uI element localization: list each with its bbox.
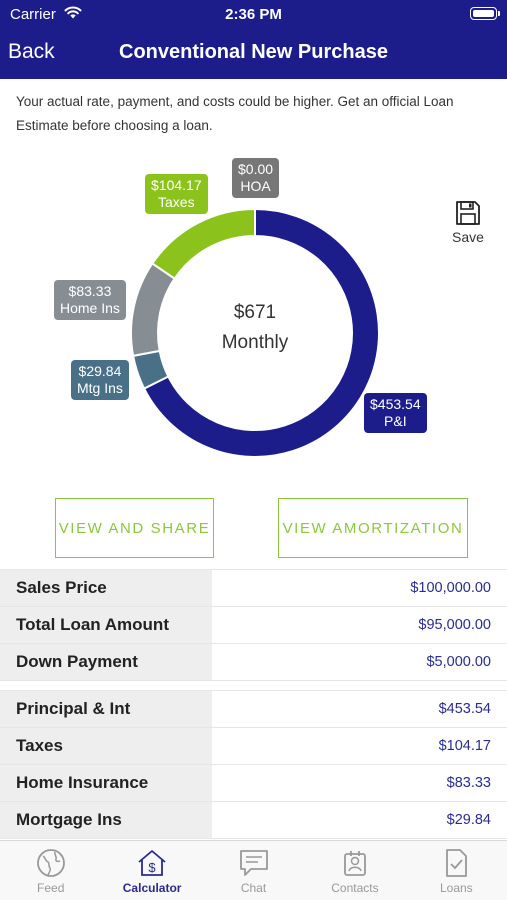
callout-hoa: $0.00 HOA bbox=[232, 158, 280, 198]
table-row: Total Loan Amount $95,000.00 bbox=[0, 607, 507, 644]
page-title: Conventional New Purchase bbox=[119, 41, 388, 63]
callout-hoa-name: HOA bbox=[240, 178, 271, 194]
callout-home-ins: $83.33 Home Ins bbox=[54, 280, 126, 320]
tab-chat[interactable]: Chat bbox=[203, 841, 304, 900]
tab-loans-label: Loans bbox=[439, 881, 473, 895]
callout-home-ins-value: $83.33 bbox=[68, 283, 112, 299]
payment-breakdown-chart: $0.00 HOA $104.17 Taxes $83.33 Home Ins … bbox=[0, 150, 507, 480]
loan-summary-table: Sales Price $100,000.00 Total Loan Amoun… bbox=[0, 569, 507, 839]
row-value: $5,000.00 bbox=[426, 654, 491, 670]
back-button[interactable]: Back bbox=[8, 40, 55, 63]
callout-hoa-value: $0.00 bbox=[238, 161, 274, 177]
chat-icon bbox=[239, 850, 268, 876]
row-value: $83.33 bbox=[446, 775, 491, 791]
chart-center-value: $671 bbox=[233, 302, 277, 323]
row-value: $453.54 bbox=[438, 701, 491, 717]
tab-loans[interactable]: Loans bbox=[406, 841, 507, 900]
row-label: Principal & Int bbox=[0, 691, 212, 727]
svg-text:$: $ bbox=[148, 860, 156, 875]
callout-pi-value: $453.54 bbox=[370, 396, 421, 412]
status-bar: Carrier 2:36 PM bbox=[0, 0, 507, 28]
disclaimer-text: Your actual rate, payment, and costs cou… bbox=[16, 94, 454, 133]
tab-bar: Feed $ Calculator Chat Contacts bbox=[0, 840, 507, 900]
table-row: Home Insurance $83.33 bbox=[0, 765, 507, 802]
row-label: Total Loan Amount bbox=[0, 607, 212, 643]
table-row: Down Payment $5,000.00 bbox=[0, 644, 507, 681]
row-value: $100,000.00 bbox=[410, 580, 491, 596]
callout-taxes-name: Taxes bbox=[158, 194, 195, 210]
row-value: $29.84 bbox=[446, 812, 491, 828]
callout-home-ins-name: Home Ins bbox=[60, 300, 120, 316]
callout-pi-name: P&I bbox=[384, 413, 407, 429]
row-value: $95,000.00 bbox=[418, 617, 491, 633]
save-button[interactable]: Save bbox=[448, 200, 488, 245]
table-row: Sales Price $100,000.00 bbox=[0, 570, 507, 607]
callout-mtg-ins: $29.84 Mtg Ins bbox=[71, 360, 129, 400]
row-label: Down Payment bbox=[0, 644, 212, 680]
table-row: Principal & Int $453.54 bbox=[0, 691, 507, 728]
callout-mtg-ins-value: $29.84 bbox=[78, 363, 122, 379]
row-label: Sales Price bbox=[0, 570, 212, 606]
slice-p-i bbox=[142, 207, 380, 458]
tab-calculator-label: Calculator bbox=[122, 881, 182, 895]
carrier-label: Carrier bbox=[10, 6, 56, 23]
row-label: Home Insurance bbox=[0, 765, 212, 801]
view-and-share-button[interactable]: VIEW AND SHARE bbox=[55, 498, 214, 558]
callout-taxes: $104.17 Taxes bbox=[145, 174, 208, 214]
row-label: Mortgage Ins bbox=[0, 802, 212, 838]
save-icon bbox=[456, 201, 480, 225]
status-time: 2:36 PM bbox=[225, 6, 282, 23]
callout-taxes-value: $104.17 bbox=[151, 177, 202, 193]
callout-mtg-ins-name: Mtg Ins bbox=[77, 380, 123, 396]
battery-icon bbox=[470, 7, 500, 20]
save-label: Save bbox=[452, 229, 484, 245]
app-header: Carrier 2:36 PM Back Conventional New Pu… bbox=[0, 0, 507, 79]
table-row: Taxes $104.17 bbox=[0, 728, 507, 765]
row-label: Taxes bbox=[0, 728, 212, 764]
document-check-icon bbox=[446, 849, 468, 877]
callout-pi: $453.54 P&I bbox=[364, 393, 427, 433]
view-amortization-button[interactable]: VIEW AMORTIZATION bbox=[278, 498, 468, 558]
section-divider bbox=[0, 681, 507, 691]
globe-icon bbox=[36, 849, 65, 877]
contacts-icon bbox=[344, 851, 366, 876]
tab-contacts[interactable]: Contacts bbox=[304, 841, 405, 900]
tab-chat-label: Chat bbox=[240, 881, 267, 895]
chart-center-label: Monthly bbox=[221, 332, 289, 353]
house-dollar-icon: $ bbox=[138, 850, 166, 876]
table-row: Mortgage Ins $29.84 bbox=[0, 802, 507, 839]
tab-calculator[interactable]: $ Calculator bbox=[101, 841, 202, 900]
row-value: $104.17 bbox=[438, 738, 491, 754]
tab-feed[interactable]: Feed bbox=[0, 841, 101, 900]
tab-contacts-label: Contacts bbox=[331, 881, 379, 895]
wifi-icon bbox=[64, 6, 82, 19]
slice-taxes bbox=[150, 207, 256, 281]
donut-chart bbox=[130, 207, 380, 458]
tab-feed-label: Feed bbox=[37, 881, 65, 895]
